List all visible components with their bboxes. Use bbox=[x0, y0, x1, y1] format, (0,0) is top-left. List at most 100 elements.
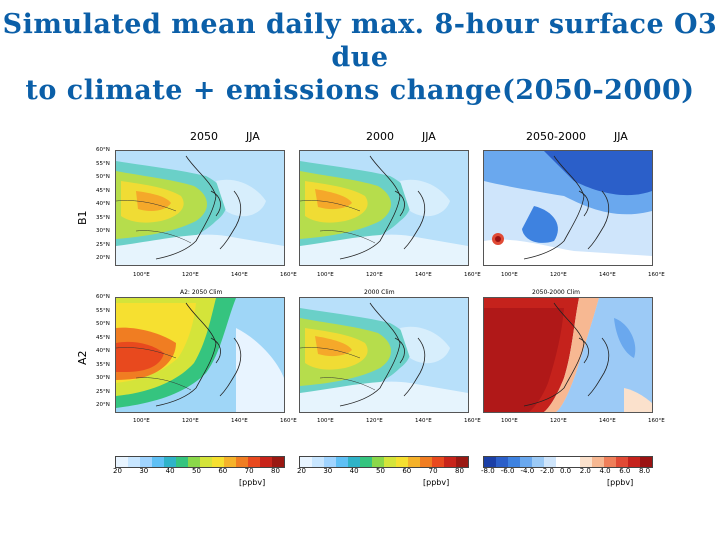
colorbar-segment bbox=[260, 457, 272, 467]
colorbar-segment bbox=[336, 457, 348, 467]
page-title: Simulated mean daily max. 8-hour surface… bbox=[0, 8, 720, 107]
colorbar-difference bbox=[483, 456, 653, 468]
colorbar-tick-label: -4.0 bbox=[520, 467, 535, 475]
colorbar-segment bbox=[640, 457, 652, 467]
lon-tick-label: 120°E bbox=[366, 272, 383, 278]
colorbar-2050 bbox=[115, 456, 285, 468]
colorbar-unit: [ppbv] bbox=[239, 478, 266, 487]
colorbar-segment bbox=[444, 457, 456, 467]
colorbar-tick-label: 0.0 bbox=[560, 467, 572, 475]
lon-tick-label: 100°E bbox=[501, 418, 518, 424]
colorbar-segment bbox=[248, 457, 260, 467]
colorbar-segment bbox=[128, 457, 140, 467]
lat-tick-label: 60°N bbox=[96, 294, 110, 300]
lat-tick-label: 25°N bbox=[96, 241, 110, 248]
colorbar-segment bbox=[604, 457, 616, 467]
lat-tick-label: 40°N bbox=[96, 348, 110, 354]
ozone-map-a2-diff bbox=[484, 298, 652, 412]
colorbar-tick-label: 8.0 bbox=[639, 467, 651, 475]
column-header-2000: 2000 JJA bbox=[366, 130, 436, 143]
lon-tick-label: 120°E bbox=[366, 418, 383, 424]
colorbar-segment bbox=[396, 457, 408, 467]
lon-tick-label: 160°E bbox=[464, 418, 481, 424]
map-panel-a2-2000 bbox=[299, 297, 469, 413]
row-label-a2: A2 bbox=[76, 350, 89, 365]
colorbar-segment bbox=[556, 457, 568, 467]
colorbar-tick-label: 60 bbox=[402, 467, 412, 475]
colorbar-segment bbox=[372, 457, 384, 467]
colorbar-segment bbox=[360, 457, 372, 467]
colorbar-tick-label: 4.0 bbox=[599, 467, 611, 475]
colorbar-tick-label: -2.0 bbox=[540, 467, 554, 475]
title-line-1: Simulated mean daily max. 8-hour surface… bbox=[2, 9, 718, 73]
colorbar-tick-label: 20 bbox=[113, 467, 122, 475]
lat-tick-label: 40°N bbox=[96, 201, 110, 207]
lat-tick-label: 60°N bbox=[96, 147, 110, 153]
lat-tick-label: 35°N bbox=[96, 214, 110, 221]
colorbar-unit: [ppbv] bbox=[423, 478, 450, 487]
colorbar-segment bbox=[116, 457, 128, 467]
colorbar-segment bbox=[508, 457, 520, 467]
lon-tick-label: 160°E bbox=[648, 418, 665, 424]
lon-tick-label: 140°E bbox=[599, 272, 616, 278]
colorbar-tick-label: 6.0 bbox=[619, 467, 631, 475]
colorbar-tick-label: 50 bbox=[376, 467, 385, 475]
lat-tick-label: 45°N bbox=[96, 187, 110, 194]
colorbar-segment bbox=[628, 457, 640, 467]
colorbar-tick-label: -6.0 bbox=[500, 467, 515, 475]
colorbar-tick-label: 80 bbox=[455, 467, 464, 475]
map-panel-a2-2050 bbox=[115, 297, 285, 413]
lon-tick-label: 120°E bbox=[182, 418, 199, 424]
colorbar-segment bbox=[496, 457, 508, 467]
colorbar-segment bbox=[140, 457, 152, 467]
lon-tick-label: 100°E bbox=[133, 418, 150, 424]
lat-tick-label: 20°N bbox=[96, 255, 110, 261]
lat-tick-label: 25°N bbox=[96, 388, 110, 395]
lon-tick-label: 140°E bbox=[599, 418, 616, 424]
lat-tick-label: 50°N bbox=[96, 321, 110, 327]
colorbar-segment bbox=[580, 457, 592, 467]
colorbar-segment bbox=[300, 457, 312, 467]
map-panel-a2-diff bbox=[483, 297, 653, 413]
colorbar-tick-label: 70 bbox=[244, 467, 254, 475]
lon-tick-label: 120°E bbox=[550, 272, 567, 278]
colorbar-segment bbox=[176, 457, 188, 467]
colorbar-tick-label: 40 bbox=[165, 467, 175, 475]
colorbar-segment bbox=[456, 457, 468, 467]
colorbar-segment bbox=[616, 457, 628, 467]
lon-tick-label: 160°E bbox=[464, 272, 481, 278]
panel-subtitle-a2-2000: 2000 Clim bbox=[364, 289, 395, 296]
lon-tick-label: 140°E bbox=[415, 272, 432, 278]
colorbar-tick-label: 2.0 bbox=[579, 467, 591, 475]
column-header-2050: 2050 JJA bbox=[190, 130, 260, 143]
title-line-2: to climate + emissions change(2050-2000) bbox=[25, 75, 695, 106]
ozone-map-a2-2050 bbox=[116, 298, 284, 412]
colorbar-unit: [ppbv] bbox=[607, 478, 634, 487]
lon-tick-label: 140°E bbox=[415, 418, 432, 424]
colorbar-segment bbox=[272, 457, 284, 467]
ozone-map-b1-2050 bbox=[116, 151, 284, 265]
lon-tick-label: 120°E bbox=[550, 418, 567, 424]
colorbar-segment bbox=[236, 457, 248, 467]
row-label-b1: B1 bbox=[76, 210, 89, 225]
map-panel-b1-2000 bbox=[299, 150, 469, 266]
panel-subtitle-a2-diff: 2050-2000 Clim bbox=[532, 289, 580, 296]
panel-subtitle-a2-2050: A2: 2050 Clim bbox=[180, 289, 223, 296]
colorbar-tick-label: 60 bbox=[218, 467, 228, 475]
colorbar-segment bbox=[484, 457, 496, 467]
colorbar-segment bbox=[420, 457, 432, 467]
colorbar-segment bbox=[188, 457, 200, 467]
lon-tick-label: 100°E bbox=[501, 272, 518, 278]
colorbar-segment bbox=[532, 457, 544, 467]
colorbar-tick-label: 30 bbox=[323, 467, 333, 475]
ozone-map-b1-2000 bbox=[300, 151, 468, 265]
lat-tick-label: 30°N bbox=[96, 228, 110, 234]
colorbar-tick-label: 40 bbox=[349, 467, 359, 475]
lat-tick-label: 55°N bbox=[96, 160, 110, 167]
lon-tick-label: 160°E bbox=[280, 418, 297, 424]
colorbar-segment bbox=[592, 457, 604, 467]
colorbar-segment bbox=[544, 457, 556, 467]
lon-tick-label: 100°E bbox=[317, 272, 334, 278]
colorbar-segment bbox=[348, 457, 360, 467]
colorbar-tick-label: 20 bbox=[297, 467, 306, 475]
